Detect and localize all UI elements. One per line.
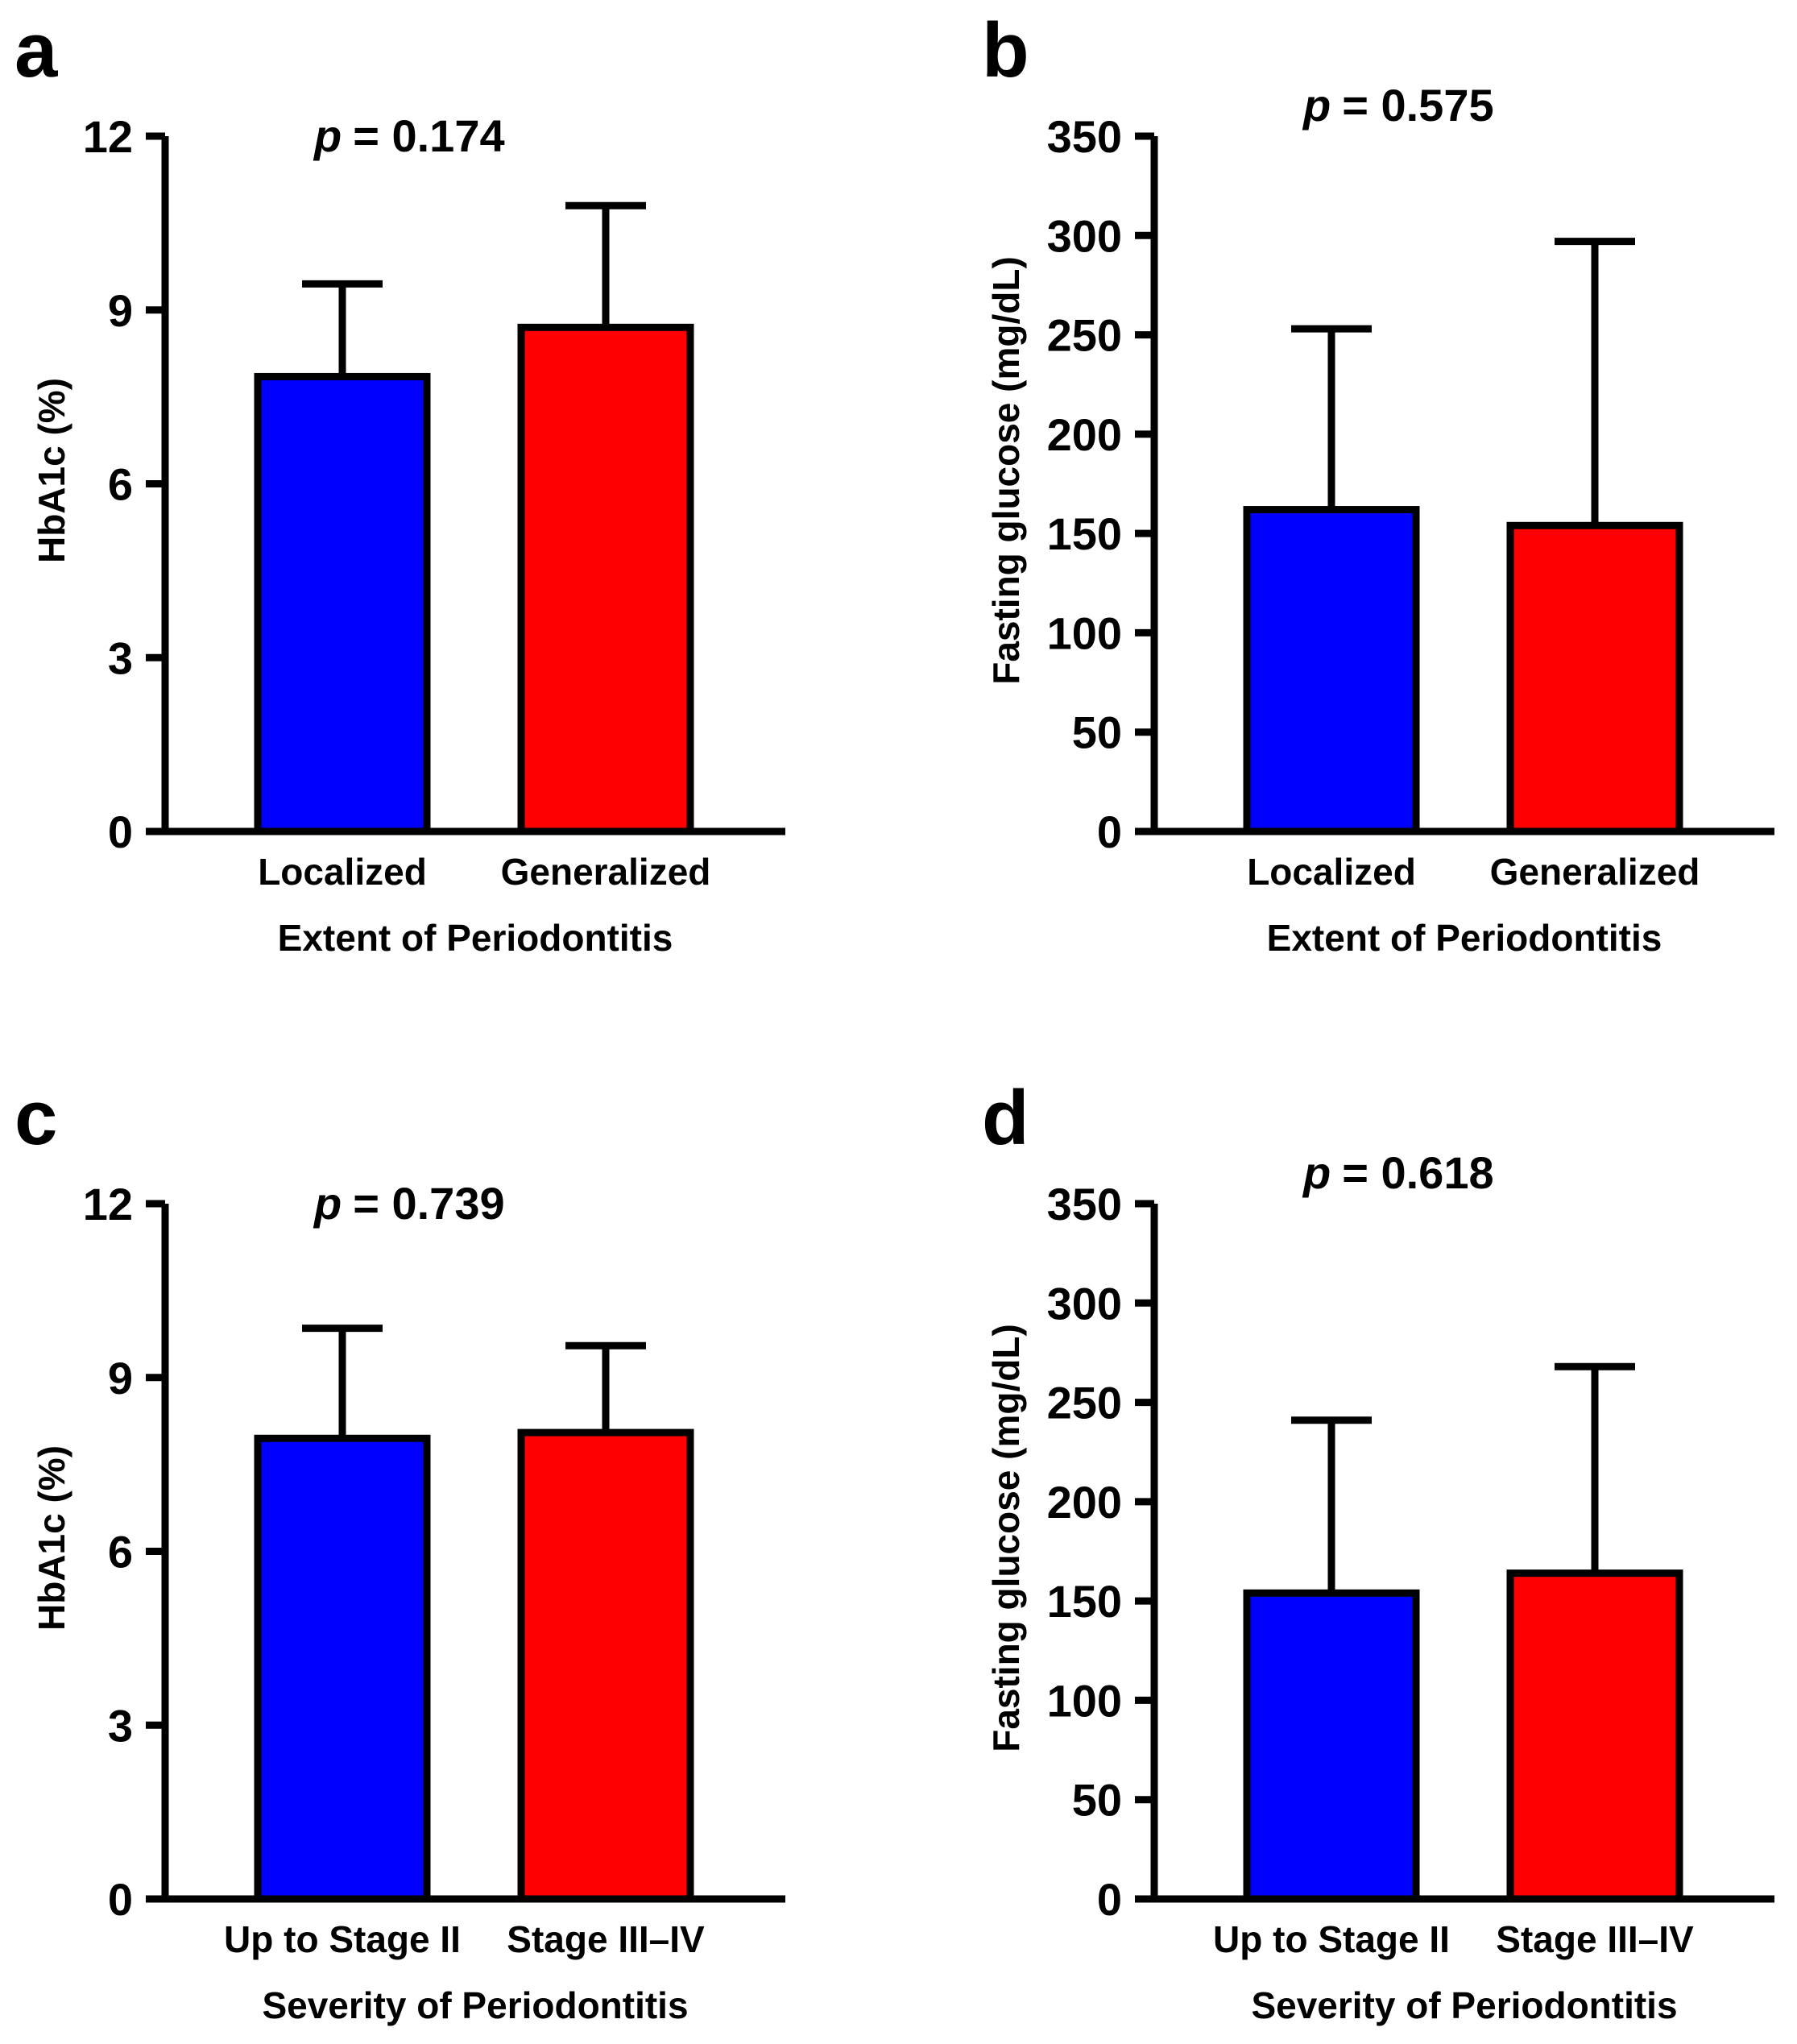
y-tick-label: 50 — [1072, 1775, 1122, 1826]
y-tick-label: 100 — [1047, 607, 1122, 658]
bar — [517, 1428, 694, 1903]
p-value-annotation: p = 0.618 — [1302, 1147, 1494, 1198]
panel-letter: b — [982, 7, 1029, 93]
y-tick-label: 0 — [1097, 806, 1122, 857]
y-axis-title: HbA1c (%) — [31, 1445, 72, 1631]
chart-area: Localized Generalized 0 3 6 9 12 — [83, 111, 785, 893]
y-tick-label: 250 — [1047, 1378, 1122, 1428]
y-tick-label: 0 — [108, 806, 133, 857]
y-tick-label: 0 — [1097, 1874, 1122, 1925]
p-symbol: p — [1302, 1147, 1331, 1198]
p-value-annotation: p = 0.174 — [313, 110, 505, 161]
y-tick-label: 6 — [108, 459, 133, 510]
panel-a: a p = 0.174 Localized Generalized 0 3 6 9 12 Hb… — [14, 7, 785, 959]
panel-c: c p = 0.739 Up to Stage II Stage III–IV 0 3 6… — [14, 1075, 785, 2026]
chart-area: Up to Stage II Stage III–IV 0 50 100 150 200 25… — [1047, 1179, 1774, 1960]
y-tick-label: 200 — [1047, 409, 1122, 460]
chart-area: Localized Generalized 0 50 100 150 200 250 300 35… — [1047, 111, 1774, 893]
bar — [517, 323, 694, 835]
bar — [254, 1434, 431, 1903]
bar — [1243, 506, 1420, 835]
bar — [254, 372, 431, 835]
x-axis-title: Extent of Periodontitis — [1267, 917, 1662, 959]
p-value-annotation: p = 0.739 — [313, 1178, 505, 1229]
chart-area: Up to Stage II Stage III–IV 0 3 6 9 12 — [83, 1179, 785, 1960]
y-tick-label: 12 — [83, 111, 133, 162]
panel-letter: c — [14, 1075, 57, 1161]
p-symbol: p — [313, 110, 342, 161]
x-axis-title: Severity of Periodontitis — [1251, 1984, 1677, 2026]
category-label: Up to Stage II — [224, 1918, 461, 1960]
x-axis-title: Severity of Periodontitis — [262, 1984, 688, 2026]
p-value: = 0.575 — [1342, 80, 1493, 131]
y-tick-label: 6 — [108, 1527, 133, 1578]
category-label: Up to Stage II — [1213, 1918, 1450, 1960]
panel-letter: a — [14, 7, 58, 93]
p-value: = 0.174 — [353, 110, 504, 161]
y-tick-label: 9 — [108, 1353, 133, 1403]
bar — [1506, 521, 1683, 835]
y-tick-label: 350 — [1047, 111, 1122, 162]
bar — [1243, 1589, 1420, 1903]
category-label: Localized — [1247, 851, 1416, 893]
y-tick-label: 150 — [1047, 508, 1122, 559]
y-tick-label: 350 — [1047, 1179, 1122, 1229]
category-label: Generalized — [1490, 851, 1700, 893]
p-symbol: p — [313, 1178, 342, 1229]
category-label: Stage III–IV — [1496, 1918, 1694, 1960]
panel-b: b p = 0.575 Localized Generalized 0 50 100 150… — [982, 7, 1774, 959]
y-tick-label: 300 — [1047, 1278, 1122, 1329]
y-tick-label: 300 — [1047, 210, 1122, 261]
p-value-annotation: p = 0.575 — [1302, 80, 1494, 131]
panel-d: d p = 0.618 Up to Stage II Stage III–IV 0 50… — [982, 1075, 1774, 2026]
x-axis-title: Extent of Periodontitis — [278, 917, 673, 959]
y-tick-label: 50 — [1072, 707, 1122, 758]
category-label: Localized — [258, 851, 427, 893]
category-label: Generalized — [501, 851, 711, 893]
y-tick-label: 3 — [108, 632, 133, 683]
y-tick-label: 150 — [1047, 1576, 1122, 1627]
category-label: Stage III–IV — [507, 1918, 705, 1960]
y-tick-label: 3 — [108, 1700, 133, 1751]
bar — [1506, 1569, 1683, 1903]
y-axis-title: Fasting glucose (mg/dL) — [985, 256, 1027, 685]
y-tick-label: 100 — [1047, 1675, 1122, 1726]
y-tick-label: 9 — [108, 285, 133, 336]
y-tick-label: 0 — [108, 1874, 133, 1925]
panel-letter: d — [982, 1075, 1029, 1161]
y-tick-label: 12 — [83, 1179, 133, 1229]
y-tick-label: 200 — [1047, 1477, 1122, 1528]
p-symbol: p — [1302, 80, 1331, 131]
y-axis-title: HbA1c (%) — [31, 378, 72, 563]
p-value: = 0.618 — [1342, 1147, 1493, 1198]
y-tick-label: 250 — [1047, 310, 1122, 361]
y-axis-title: Fasting glucose (mg/dL) — [985, 1324, 1027, 1752]
p-value: = 0.739 — [353, 1178, 504, 1229]
